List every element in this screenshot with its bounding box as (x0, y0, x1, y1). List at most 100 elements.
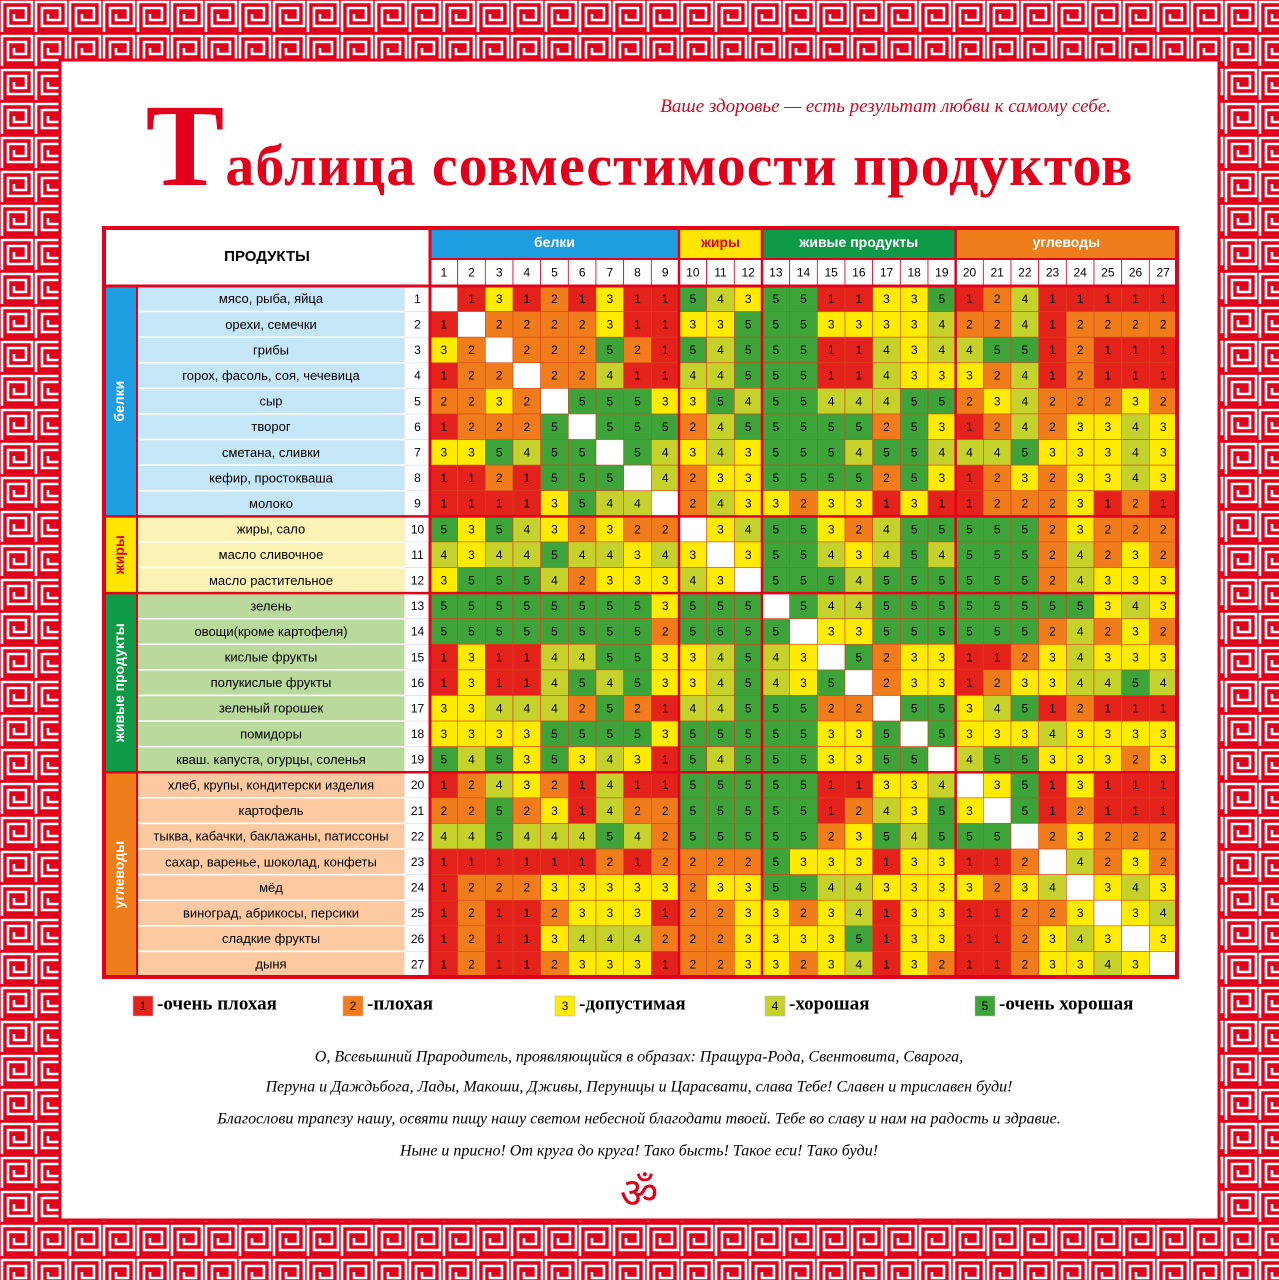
cell-value: 3 (634, 548, 641, 562)
cell (1010, 720, 1039, 747)
cell-value: 2 (523, 343, 530, 357)
cell (900, 336, 929, 364)
cell-value: 3 (938, 650, 945, 664)
cell (568, 823, 597, 850)
cell-value: 2 (662, 855, 669, 869)
cell-value: 1 (1104, 292, 1111, 306)
col-number-bg (872, 258, 901, 287)
cell (512, 592, 541, 620)
cell (623, 823, 652, 850)
cell (844, 669, 873, 696)
cell-value: 2 (551, 369, 558, 383)
legend-value: 4 (772, 999, 779, 1013)
cell-value: 4 (717, 676, 724, 690)
cell-value: 3 (440, 727, 447, 741)
cell (1010, 336, 1039, 364)
cell-value: 4 (1160, 906, 1167, 920)
cell-value: 5 (606, 650, 613, 664)
cell (568, 925, 597, 952)
cell (595, 592, 624, 620)
cell-value: 3 (468, 650, 475, 664)
cell (983, 695, 1012, 722)
cell (1093, 720, 1122, 747)
cell-value: 5 (966, 625, 973, 639)
cell (678, 823, 707, 850)
cell-value: 1 (440, 957, 447, 971)
cell-value: 3 (911, 497, 918, 511)
row-number-bg (404, 490, 431, 517)
cell (1093, 669, 1122, 696)
cell-value: 5 (551, 727, 558, 741)
legend-value: 1 (140, 999, 147, 1013)
cell-value: 2 (1021, 957, 1028, 971)
row-number: 9 (414, 497, 421, 511)
cell-value: 2 (468, 420, 475, 434)
cell-value: 2 (579, 318, 586, 332)
cell-value: 2 (1077, 318, 1084, 332)
cell-value: 3 (883, 881, 890, 895)
cell (844, 848, 873, 875)
cell-value: 3 (855, 855, 862, 869)
cell-value: 3 (1160, 881, 1167, 895)
cell (678, 516, 707, 543)
cell-value: 1 (883, 855, 890, 869)
cell-value: 3 (496, 394, 503, 408)
cell (844, 695, 873, 722)
cell (1038, 362, 1067, 389)
cell (900, 413, 929, 440)
cell-value: 4 (772, 650, 779, 664)
cell-value: 3 (938, 471, 945, 485)
cell (1038, 848, 1067, 875)
cell-value: 5 (468, 573, 475, 587)
cell (485, 874, 514, 901)
cell (1010, 951, 1039, 978)
cell (734, 336, 763, 364)
cell-value: 3 (1104, 599, 1111, 613)
cell (955, 413, 984, 440)
cell-value: 5 (1021, 778, 1028, 792)
cell (844, 720, 873, 747)
cell (457, 541, 486, 568)
cell-value: 3 (1049, 753, 1056, 767)
cell-value: 2 (579, 369, 586, 383)
cell-value: 5 (938, 522, 945, 536)
cell-value: 2 (468, 394, 475, 408)
cell (789, 413, 818, 440)
cell (706, 746, 735, 773)
cell-value: 2 (1049, 497, 1056, 511)
cell-value: 3 (911, 778, 918, 792)
cell-value: 3 (1104, 446, 1111, 460)
cell-value: 4 (855, 881, 862, 895)
cell-value: 1 (440, 318, 447, 332)
cell-value: 4 (911, 829, 918, 843)
cell-value: 5 (883, 829, 890, 843)
cell-value: 5 (606, 829, 613, 843)
cell (817, 567, 846, 594)
cell (568, 464, 597, 492)
cell (900, 388, 929, 415)
cell (872, 567, 901, 594)
cell (734, 439, 763, 466)
cell-value: 2 (1132, 318, 1139, 332)
cell-value: 5 (1021, 548, 1028, 562)
cell-value: 3 (1077, 497, 1084, 511)
cell (761, 823, 790, 850)
cell (1038, 388, 1067, 415)
cell-value: 3 (745, 932, 752, 946)
cell-value: 2 (1160, 394, 1167, 408)
cell (568, 618, 597, 645)
prayer-line: Ныне и присно! От круга до круга! Тако б… (399, 1143, 878, 1160)
cell-value: 1 (496, 932, 503, 946)
cell-value: 1 (994, 957, 1001, 971)
cell-value: 5 (689, 625, 696, 639)
cell-value: 1 (662, 369, 669, 383)
cell (485, 695, 514, 722)
cell-value: 3 (1021, 881, 1028, 895)
cell-value: 2 (496, 420, 503, 434)
cell-value: 2 (1160, 625, 1167, 639)
cell-value: 3 (551, 497, 558, 511)
cell-value: 2 (606, 855, 613, 869)
cell-value: 3 (745, 881, 752, 895)
cell-value: 2 (689, 471, 696, 485)
cell (955, 388, 984, 415)
